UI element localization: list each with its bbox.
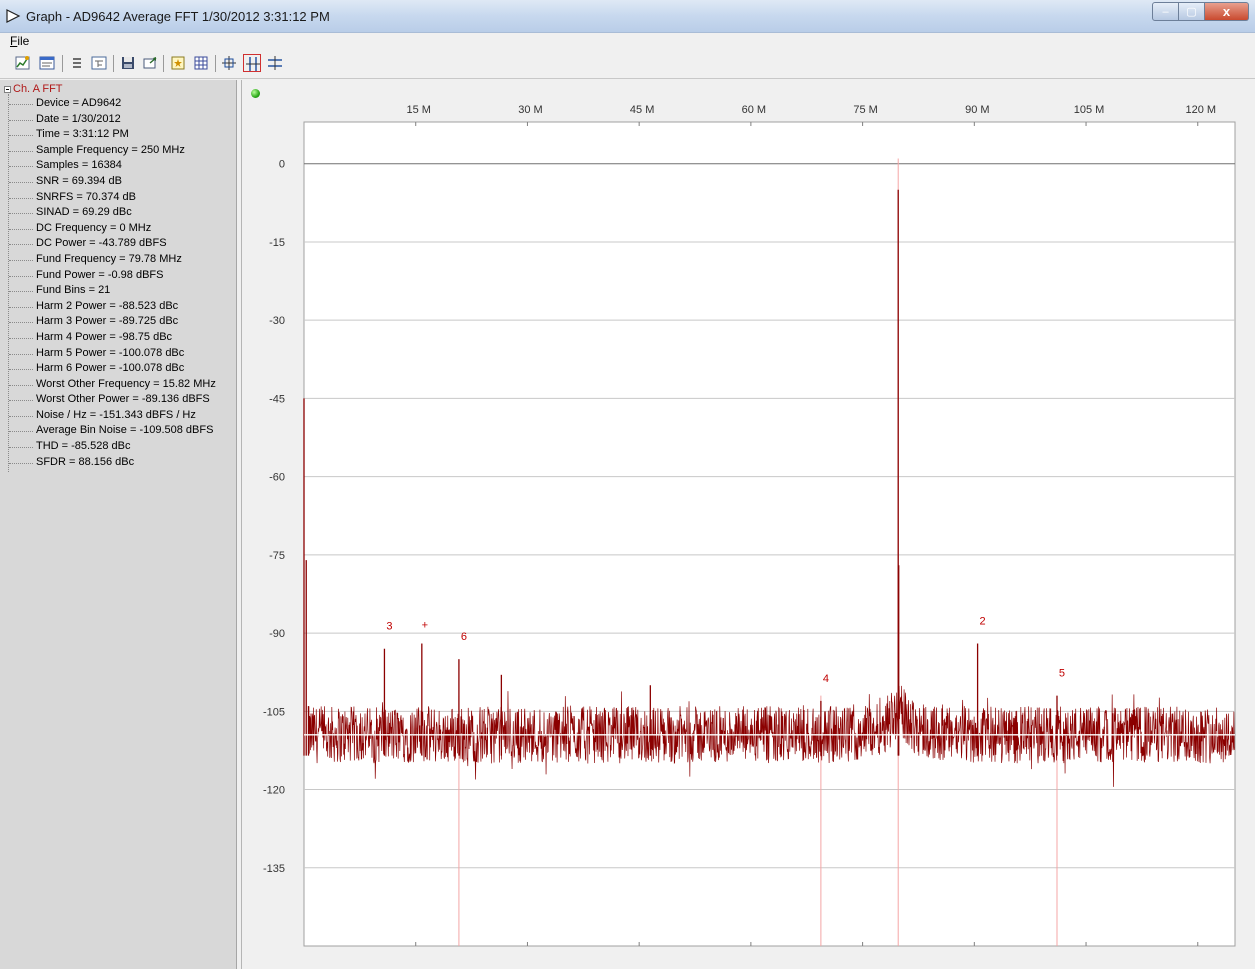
tree-item[interactable]: Fund Frequency = 79.78 MHz — [0, 252, 216, 268]
fft-chart[interactable]: 0 -15 -30 -45 -60 -75 -90 -105 -120 -135 15 M 30 M 4… — [242, 80, 1255, 969]
tree-item-list: Device = AD9642 Date = 1/30/2012 Time = 3:… — [0, 96, 216, 470]
tree-item[interactable]: Device = AD9642 — [0, 96, 216, 112]
graph-wizard-icon[interactable] — [14, 54, 32, 72]
tree-root[interactable]: Ch. A FFT — [4, 83, 63, 95]
tree-item[interactable]: SNRFS = 70.374 dB — [0, 190, 216, 206]
tree-item[interactable]: Fund Bins = 21 — [0, 283, 216, 299]
tree-item[interactable]: Date = 1/30/2012 — [0, 112, 216, 128]
harmonic-marker-label: + — [422, 620, 428, 632]
y-tick-label: -45 — [269, 393, 285, 405]
toolbar-separator — [113, 55, 114, 72]
x-tick-label: 45 M — [630, 104, 654, 116]
panel-splitter[interactable] — [237, 80, 242, 969]
tree-item[interactable]: Harm 2 Power = -88.523 dBc — [0, 299, 216, 315]
marker-icon[interactable] — [169, 54, 187, 72]
x-tick-label: 105 M — [1074, 104, 1105, 116]
harmonic-marker-label: 5 — [1059, 668, 1065, 680]
y-tick-label: -120 — [263, 785, 285, 797]
toolbar-separator — [215, 55, 216, 72]
y-tick-label: -60 — [269, 472, 285, 484]
x-tick-label: 120 M — [1185, 104, 1216, 116]
window-controls: – ▢ x — [1152, 2, 1249, 22]
results-tree-panel: Ch. A FFT Device = AD9642 Date = 1/30/201… — [0, 80, 237, 969]
save-icon[interactable] — [119, 54, 137, 72]
grid-icon[interactable] — [192, 54, 210, 72]
y-tick-label: -30 — [269, 315, 285, 327]
tree-item[interactable]: Harm 6 Power = -100.078 dBc — [0, 361, 216, 377]
export-icon[interactable] — [141, 54, 159, 72]
tree-item[interactable]: SINAD = 69.29 dBc — [0, 205, 216, 221]
tree-item[interactable]: DC Power = -43.789 dBFS — [0, 236, 216, 252]
tree-item[interactable]: Average Bin Noise = -109.508 dBFS — [0, 423, 216, 439]
harmonic-marker-label: 3 — [386, 621, 392, 633]
tree-item[interactable]: Harm 3 Power = -89.725 dBc — [0, 314, 216, 330]
tree-item[interactable]: Worst Other Power = -89.136 dBFS — [0, 392, 216, 408]
title-bar: Graph - AD9642 Average FFT 1/30/2012 3:3… — [0, 0, 1255, 33]
zoom-horizontal-icon[interactable] — [243, 54, 261, 72]
tree-item[interactable]: DC Frequency = 0 MHz — [0, 221, 216, 237]
graph-area: 0 -15 -30 -45 -60 -75 -90 -105 -120 -135 15 M 30 M 4… — [242, 80, 1255, 969]
y-tick-label: -90 — [269, 628, 285, 640]
tree-item[interactable]: Noise / Hz = -151.343 dBFS / Hz — [0, 408, 216, 424]
minimize-button[interactable]: – — [1152, 2, 1179, 21]
tree-item[interactable]: Samples = 16384 — [0, 158, 216, 174]
tree-item[interactable]: Harm 5 Power = -100.078 dBc — [0, 346, 216, 362]
x-tick-label: 90 M — [965, 104, 989, 116]
y-tick-label: 0 — [279, 159, 285, 171]
noise-trace — [308, 685, 1236, 787]
tree-item[interactable]: SNR = 69.394 dB — [0, 174, 216, 190]
tree-item[interactable]: Sample Frequency = 250 MHz — [0, 143, 216, 159]
x-tick-label: 15 M — [406, 104, 430, 116]
harmonic-marker-label: 6 — [461, 631, 467, 643]
y-tick-label: -15 — [269, 237, 285, 249]
y-tick-label: -75 — [269, 550, 285, 562]
toolbar-separator — [163, 55, 164, 72]
tree-view-icon[interactable] — [90, 54, 108, 72]
chart-settings-icon[interactable] — [38, 54, 56, 72]
tree-item[interactable]: SFDR = 88.156 dBc — [0, 455, 216, 471]
y-tick-label: -105 — [263, 706, 285, 718]
y-tick-label: -135 — [263, 863, 285, 875]
tree-item[interactable]: Worst Other Frequency = 15.82 MHz — [0, 377, 216, 393]
zoom-vertical-icon[interactable] — [266, 54, 284, 72]
harmonic-marker-label: 2 — [980, 616, 986, 628]
tree-item[interactable]: THD = -85.528 dBc — [0, 439, 216, 455]
x-tick-label: 60 M — [742, 104, 766, 116]
plot-area — [303, 121, 1236, 947]
harmonic-marker-label: 4 — [823, 673, 829, 685]
maximize-button[interactable]: ▢ — [1179, 2, 1205, 21]
x-tick-label: 75 M — [853, 104, 877, 116]
list-icon[interactable] — [68, 54, 86, 72]
status-indicator-icon — [251, 89, 260, 98]
tree-root-label: Ch. A FFT — [13, 83, 63, 95]
tree-connector — [8, 94, 9, 472]
tree-item[interactable]: Time = 3:31:12 PM — [0, 127, 216, 143]
menu-file[interactable]: File — [10, 34, 30, 48]
tree-item[interactable]: Fund Power = -0.98 dBFS — [0, 268, 216, 284]
zoom-all-icon[interactable] — [220, 54, 238, 72]
tree-item[interactable]: Harm 4 Power = -98.75 dBc — [0, 330, 216, 346]
app-play-icon — [6, 9, 21, 23]
menu-bar: File — [0, 33, 1255, 49]
toolbar — [0, 49, 1255, 79]
window-title: Graph - AD9642 Average FFT 1/30/2012 3:3… — [26, 9, 330, 24]
toolbar-separator — [62, 55, 63, 72]
close-button[interactable]: x — [1205, 2, 1249, 21]
collapse-toggle-icon[interactable] — [4, 85, 11, 93]
x-tick-label: 30 M — [518, 104, 542, 116]
